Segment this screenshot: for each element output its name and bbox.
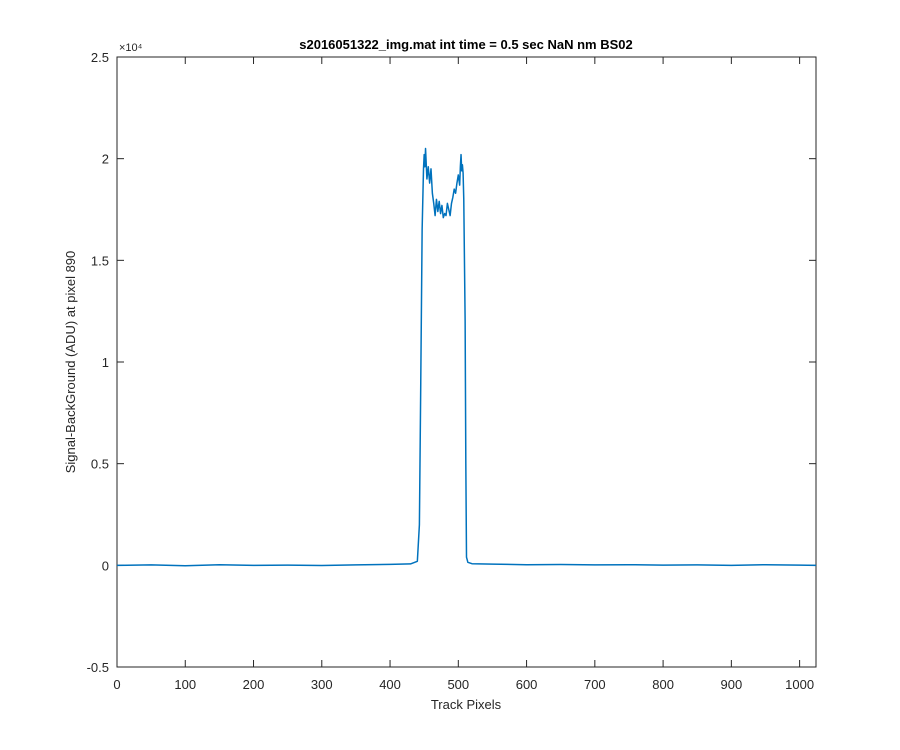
y-axis-title: Signal-BackGround (ADU) at pixel 890 bbox=[63, 251, 78, 474]
y-axis-ticks: -0.5 0 0.5 1 1.5 2 2.5 bbox=[87, 50, 816, 675]
x-tick-label: 600 bbox=[516, 677, 538, 692]
y-exponent-label: ×10⁴ bbox=[119, 42, 143, 54]
x-tick-label: 900 bbox=[721, 677, 743, 692]
y-tick-label: 2 bbox=[102, 152, 109, 167]
series-line bbox=[116, 147, 817, 567]
x-tick-label: 700 bbox=[584, 677, 606, 692]
x-tick-label: 100 bbox=[174, 677, 196, 692]
y-tick-label: 0 bbox=[102, 558, 109, 573]
x-axis-title: Track Pixels bbox=[431, 697, 502, 712]
y-tick-label: 0.5 bbox=[91, 457, 109, 472]
plot-area bbox=[116, 56, 817, 668]
x-tick-label: 500 bbox=[447, 677, 469, 692]
x-tick-label: 300 bbox=[311, 677, 333, 692]
x-tick-label: 200 bbox=[243, 677, 265, 692]
x-tick-label: 400 bbox=[379, 677, 401, 692]
x-tick-label: 1000 bbox=[785, 677, 814, 692]
y-tick-label: 1 bbox=[102, 355, 109, 370]
y-tick-label: 1.5 bbox=[91, 253, 109, 268]
y-tick-label: 2.5 bbox=[91, 50, 109, 65]
x-tick-label: 0 bbox=[113, 677, 120, 692]
x-tick-label: 800 bbox=[652, 677, 674, 692]
y-tick-label: -0.5 bbox=[87, 660, 109, 675]
x-axis-ticks: 0 100 200 300 400 500 600 700 800 900 1000 bbox=[113, 57, 814, 692]
chart-title: s2016051322_img.mat int time = 0.5 sec N… bbox=[299, 37, 633, 52]
